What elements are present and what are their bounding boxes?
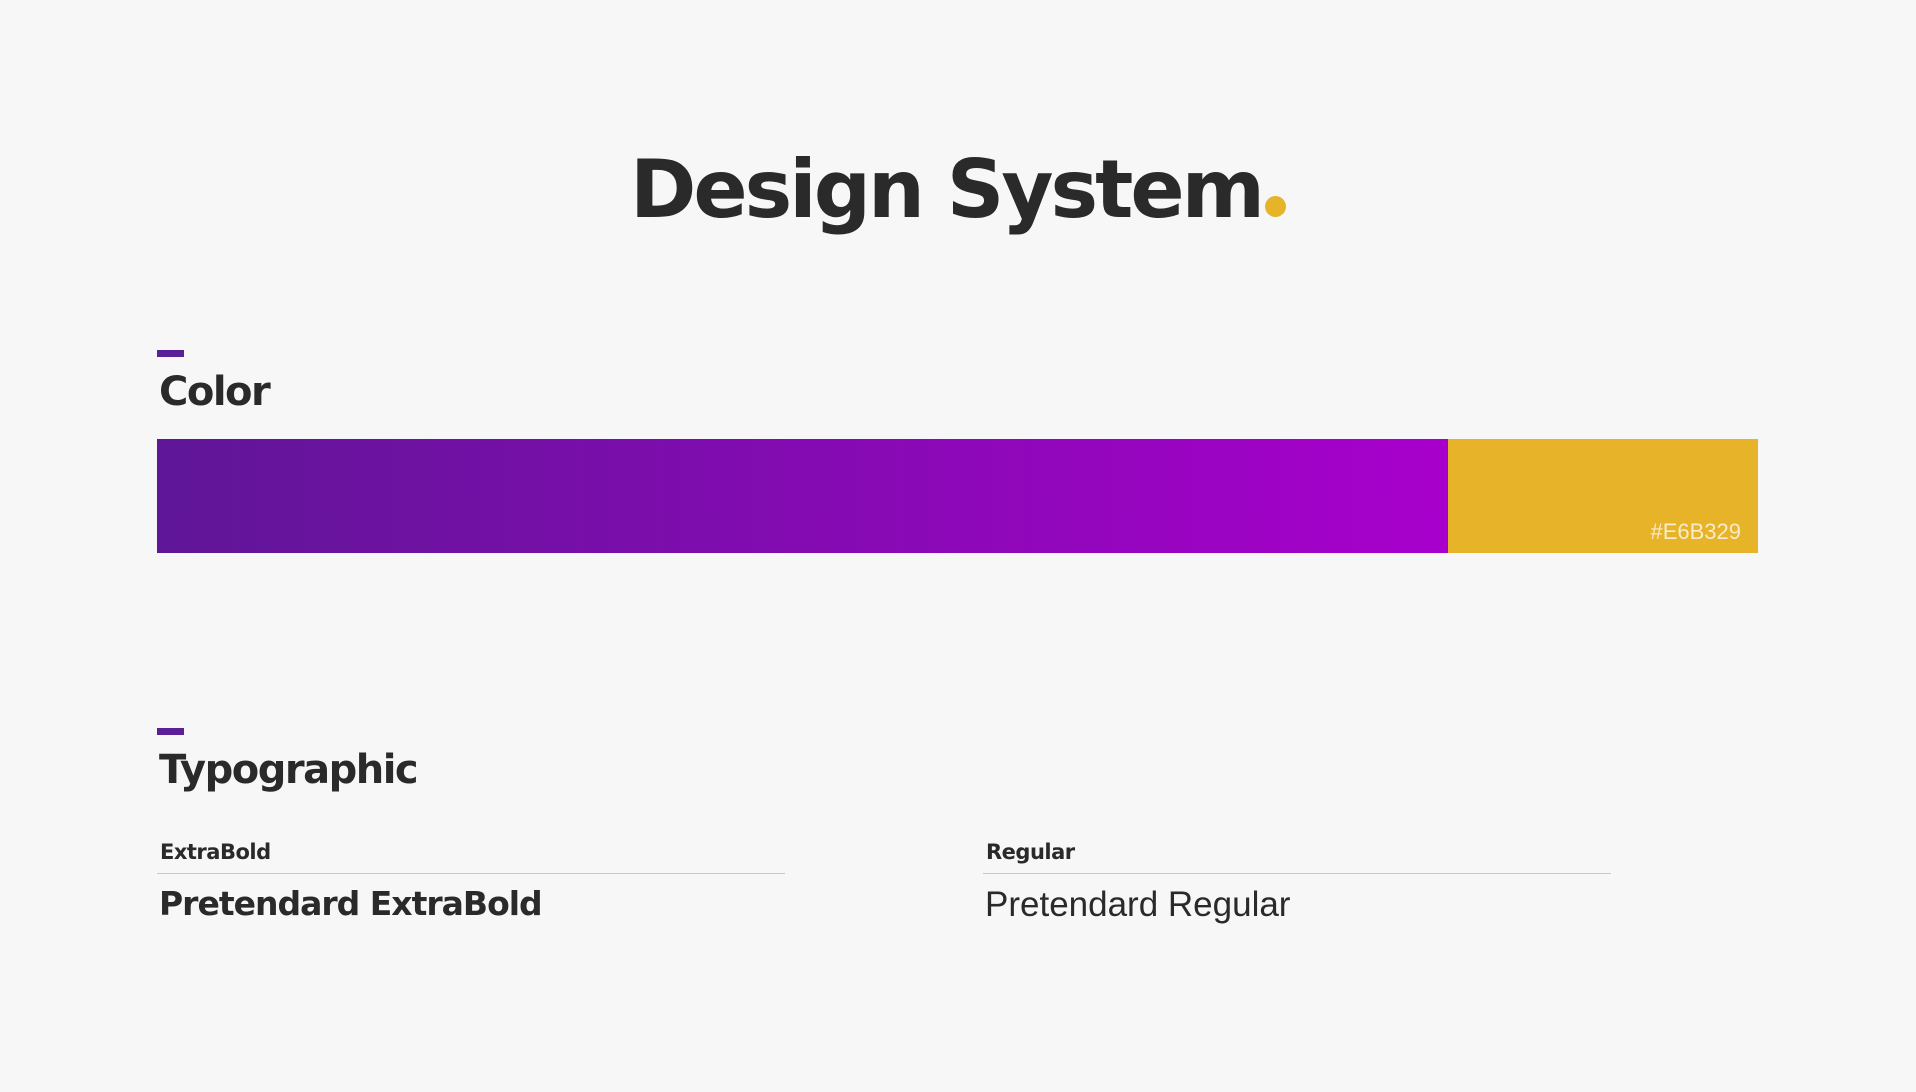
page-title: Design System [0,150,1916,230]
type-sample-regular: Regular Pretendard Regular [983,842,1611,925]
color-section-title: Color [159,369,271,415]
gradient-swatch [157,439,1448,553]
color-swatch-row: #E6B329 [157,439,1758,553]
type-sample-extrabold: ExtraBold Pretendard ExtraBold [157,842,785,922]
type-sample-text: Pretendard Regular [985,885,1291,924]
type-sample-text: Pretendard ExtraBold [159,884,543,923]
typographic-section-title: Typographic [159,747,419,793]
yellow-swatch: #E6B329 [1448,439,1758,553]
yellow-swatch-hex: #E6B329 [1650,519,1741,544]
color-section-accent [157,350,184,357]
type-weight-label: Regular [983,842,1611,874]
title-dot [1265,196,1286,217]
type-weight-label: ExtraBold [157,842,785,874]
page-title-text: Design System [629,143,1265,236]
typographic-section-accent [157,728,184,735]
